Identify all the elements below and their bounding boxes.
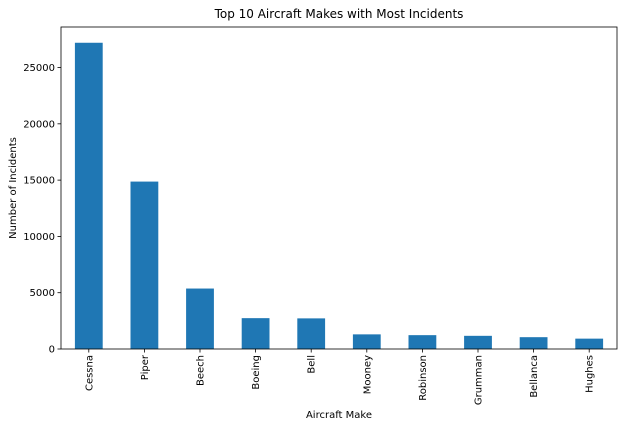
x-tick-label: Robinson <box>418 355 429 401</box>
plot-frame <box>60 26 618 350</box>
chart-title: Top 10 Aircraft Makes with Most Incident… <box>214 7 464 21</box>
bar-beech <box>186 288 214 349</box>
y-tick-label: 5000 <box>30 288 55 299</box>
bar-robinson <box>408 335 437 349</box>
x-tick-label: Mooney <box>362 355 373 394</box>
y-axis-label: Number of Incidents <box>8 137 19 239</box>
bars-group <box>74 42 604 349</box>
y-ticks-group: 0 5000 10000 15000 20000 25000 <box>23 63 61 356</box>
x-tick-label: Bell <box>307 355 318 374</box>
x-tick-label: Hughes <box>585 355 596 393</box>
y-tick-label: 10000 <box>23 232 55 243</box>
y-tick-label: 20000 <box>23 119 55 130</box>
x-tick-label: Grumman <box>474 355 485 405</box>
x-tick-label: Beech <box>196 355 207 386</box>
x-tick-label: Bellanca <box>529 355 540 398</box>
y-tick-label: 25000 <box>23 63 55 74</box>
x-tick-label: Piper <box>140 354 151 380</box>
x-tick-label: Boeing <box>251 355 262 390</box>
bar-hughes <box>575 338 604 349</box>
bar-bellanca <box>519 337 548 349</box>
bar-bell <box>297 318 326 349</box>
bar-cessna <box>74 42 103 349</box>
bar-mooney <box>352 334 381 349</box>
x-ticks-group: Cessna Piper Beech Boeing Bell Mooney Robinson… <box>84 349 596 405</box>
bar-piper <box>130 181 159 349</box>
y-tick-label: 15000 <box>23 176 55 187</box>
bar-grumman <box>464 335 492 349</box>
x-axis-label: Aircraft Make <box>306 410 372 421</box>
x-tick-label: Cessna <box>84 355 95 391</box>
bar-boeing <box>241 318 270 349</box>
y-tick-label: 0 <box>49 345 55 356</box>
